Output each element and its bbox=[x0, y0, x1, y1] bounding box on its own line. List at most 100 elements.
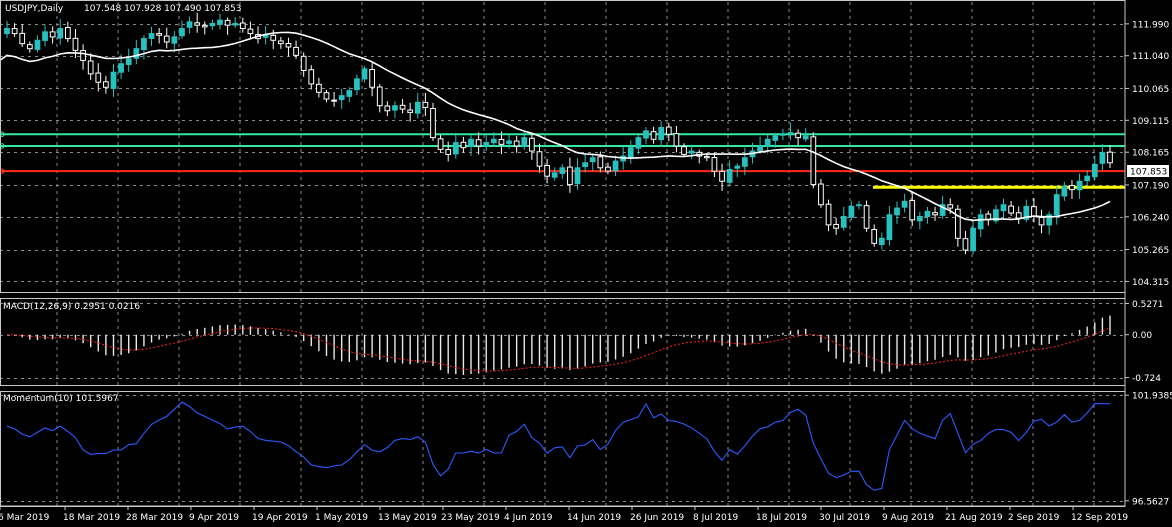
candle-body bbox=[825, 203, 832, 226]
candle-body bbox=[186, 21, 193, 28]
axes bbox=[0, 0, 1126, 507]
x-tick-label: 26 Jun 2019 bbox=[630, 513, 684, 523]
candle-body bbox=[1069, 185, 1075, 191]
x-tick-label: 13 May 2019 bbox=[378, 513, 437, 523]
candle-body bbox=[757, 145, 763, 152]
candle-body bbox=[148, 33, 155, 39]
candle-body bbox=[589, 157, 596, 163]
candle-body bbox=[711, 157, 718, 172]
candle-body bbox=[437, 138, 444, 150]
candle-body bbox=[64, 27, 71, 40]
x-tick-label: 23 May 2019 bbox=[441, 513, 500, 523]
main-title: USDJPY,Daily bbox=[5, 4, 64, 14]
candle-body bbox=[643, 130, 649, 139]
candle-body bbox=[970, 227, 976, 252]
candle-body bbox=[551, 172, 558, 178]
ohlc-readout: 107.548 107.928 107.490 107.853 bbox=[84, 4, 241, 14]
candle-body bbox=[468, 138, 474, 147]
candle-body bbox=[414, 101, 421, 114]
candle-body bbox=[1000, 204, 1007, 212]
candle-body bbox=[179, 28, 185, 37]
candle-body bbox=[726, 168, 733, 183]
x-tick-label: 18 Jul 2019 bbox=[756, 513, 807, 523]
macd-panel[interactable] bbox=[6, 315, 1111, 375]
candle-body bbox=[80, 50, 86, 61]
candle-body bbox=[1008, 205, 1014, 214]
y-tick-label: 109.115 bbox=[1132, 117, 1169, 127]
candle-body bbox=[635, 137, 642, 149]
candle-body bbox=[42, 31, 48, 41]
candle-body bbox=[932, 212, 938, 216]
candle-body bbox=[239, 22, 246, 30]
macd-title: MACD(12,26,9) 0.2951 0.0216 bbox=[3, 302, 140, 312]
candle-body bbox=[848, 205, 855, 218]
momentum-title: Momentum(10) 101.5967 bbox=[3, 394, 119, 404]
candle-body bbox=[567, 166, 573, 186]
y-tick-label: 104.315 bbox=[1132, 278, 1169, 288]
candle-body bbox=[962, 238, 969, 251]
candle-body bbox=[688, 150, 695, 154]
candle-body bbox=[506, 140, 512, 144]
candle-body bbox=[795, 132, 801, 139]
y-tick-label: 106.240 bbox=[1132, 213, 1169, 223]
candle-body bbox=[498, 138, 505, 145]
macd-signal-line bbox=[6, 327, 1111, 372]
candle-body bbox=[483, 142, 490, 147]
x-tick-label: 6 Mar 2019 bbox=[0, 513, 50, 523]
momentum-line bbox=[6, 401, 1110, 491]
candle-body bbox=[163, 35, 170, 43]
x-tick-label: 2 Sep 2019 bbox=[1008, 513, 1060, 523]
candle-body bbox=[262, 34, 269, 38]
candle-body bbox=[787, 132, 794, 135]
candle-body bbox=[582, 162, 588, 168]
candle-body bbox=[4, 28, 10, 35]
candle-body bbox=[772, 135, 779, 141]
x-tick-label: 18 Mar 2019 bbox=[63, 513, 120, 523]
level-line-marker bbox=[0, 131, 5, 137]
candle-body bbox=[977, 214, 984, 230]
candle-body bbox=[11, 28, 18, 35]
candle-body bbox=[338, 95, 345, 101]
x-tick-label: 9 Apr 2019 bbox=[189, 513, 239, 523]
candle-body bbox=[742, 157, 748, 167]
candle-body bbox=[1099, 152, 1106, 164]
candle-body bbox=[605, 166, 611, 172]
x-tick-label: 8 Jul 2019 bbox=[693, 513, 738, 523]
candle-body bbox=[818, 183, 824, 206]
candle-body bbox=[354, 78, 360, 91]
candle-body bbox=[1031, 206, 1037, 217]
x-axis-labels: 6 Mar 2019 18 Mar 2019 28 Mar 2019 9 Apr 20… bbox=[0, 506, 1128, 523]
candle-body bbox=[490, 138, 497, 144]
candle-body bbox=[392, 105, 398, 111]
y-tick-label: 110.065 bbox=[1132, 85, 1169, 95]
candle-body bbox=[331, 99, 337, 102]
y-tick-label: 111.990 bbox=[1132, 20, 1169, 30]
candle-body bbox=[529, 137, 535, 152]
candle-body bbox=[475, 139, 482, 147]
candle-body bbox=[916, 215, 923, 222]
candle-body bbox=[87, 60, 94, 75]
candle-body bbox=[1046, 214, 1053, 226]
candle-body bbox=[878, 237, 885, 245]
candle-body bbox=[361, 68, 368, 80]
candle-body bbox=[194, 22, 201, 26]
candle-body bbox=[802, 135, 809, 140]
candle-body bbox=[665, 126, 672, 135]
momentum-panel[interactable] bbox=[6, 401, 1110, 491]
candle-body bbox=[955, 208, 961, 239]
candle-body bbox=[452, 142, 459, 155]
candle-body bbox=[270, 34, 277, 41]
candle-body bbox=[376, 86, 383, 107]
candle-body bbox=[300, 55, 307, 71]
candle-body bbox=[407, 109, 414, 113]
candle-body bbox=[703, 155, 710, 159]
x-tick-label: 4 Jun 2019 bbox=[504, 513, 553, 523]
level-line-marker bbox=[0, 168, 5, 174]
candle-body bbox=[125, 58, 132, 65]
candle-body bbox=[871, 228, 878, 244]
candle-body bbox=[19, 32, 26, 45]
candle-body bbox=[209, 22, 216, 27]
price-panel[interactable] bbox=[0, 12, 1125, 255]
candle-body bbox=[217, 19, 223, 25]
